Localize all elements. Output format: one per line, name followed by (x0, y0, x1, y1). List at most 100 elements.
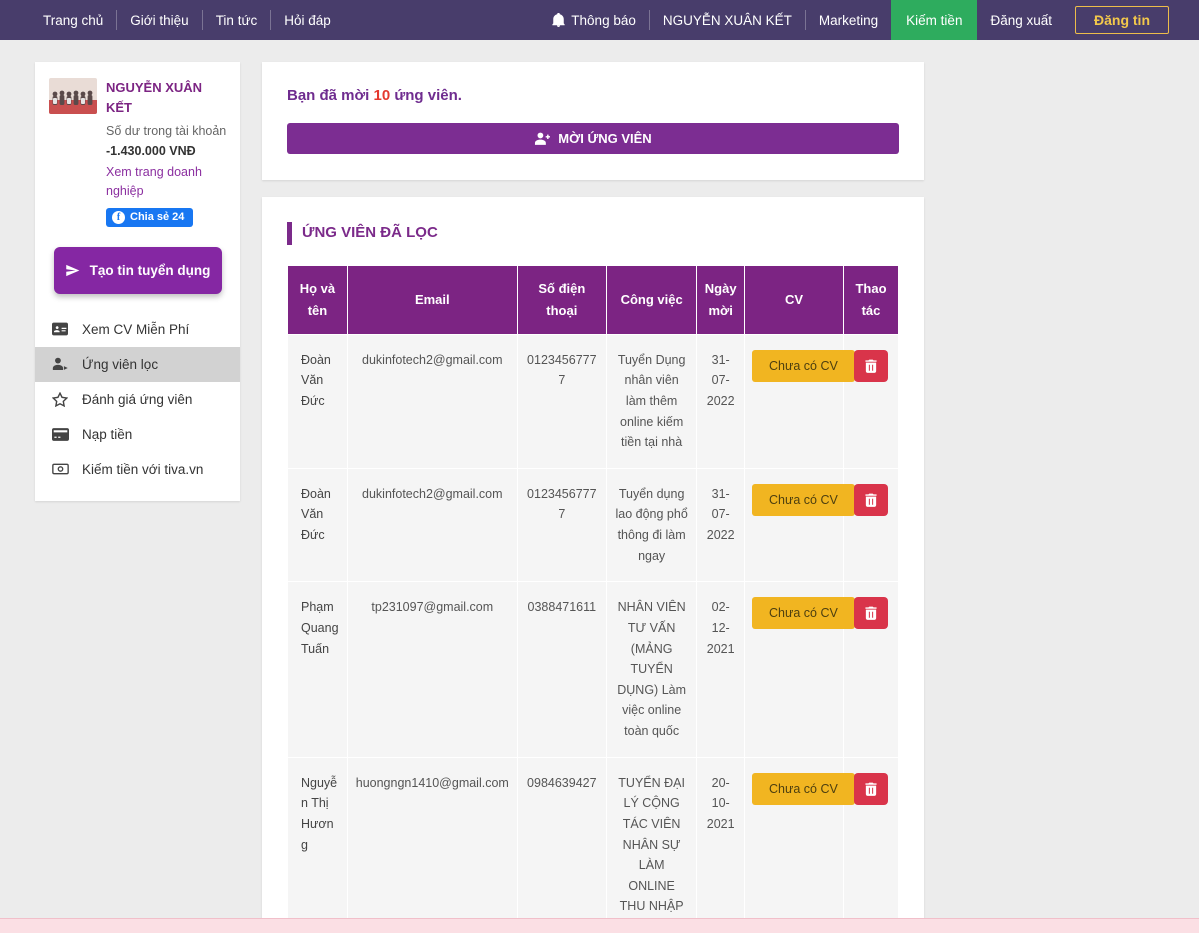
invite-date: 02-12-2021 (696, 581, 745, 758)
nav-item-about[interactable]: Giới thiệu (130, 12, 189, 28)
credit-card-icon: $ (51, 427, 69, 441)
user-filter-icon (51, 357, 69, 371)
candidate-job: Tuyển Dụng nhân viên làm thêm online kiế… (605, 333, 698, 469)
nav-divider (270, 10, 272, 30)
post-job-button[interactable]: Đăng tin (1075, 6, 1169, 34)
candidate-table-body: Đoàn Văn Đức dukinfotech2@gmail.com 0123… (287, 333, 900, 933)
create-job-post-label: Tạo tin tuyển dụng (89, 262, 211, 278)
sidebar-item-view-cv-free[interactable]: Xem CV Miễn Phí (35, 312, 240, 347)
facebook-share-button[interactable]: f Chia sẻ 24 (106, 207, 194, 227)
user-info: NGUYỄN XUÂN KẾT Số dư trong tài khoản -1… (106, 78, 228, 227)
candidate-phone: 0984639427 (516, 756, 607, 933)
facebook-share-label: Chia sẻ 24 (130, 211, 185, 224)
nav-item-logout[interactable]: Đăng xuất (990, 12, 1052, 28)
nav-divider (116, 10, 118, 30)
user-box: NGUYỄN XUÂN KẾT Số dư trong tài khoản -1… (35, 62, 240, 227)
delete-candidate-button[interactable] (853, 597, 888, 630)
header-name: Họ và tên (287, 264, 348, 335)
nav-item-faq[interactable]: Hỏi đáp (284, 12, 331, 28)
sidebar-menu: Xem CV Miễn Phí Ứng viên lọc Đánh giá ứn… (35, 312, 240, 487)
facebook-icon: f (112, 210, 125, 224)
create-job-post-button[interactable]: Tạo tin tuyển dụng (53, 246, 222, 294)
candidate-job: NHÂN VIÊN TƯ VẤN (MẢNG TUYỂN DỤNG) Làm v… (605, 581, 698, 758)
candidate-email: dukinfotech2@gmail.com (346, 467, 518, 583)
top-navbar: Trang chủ Giới thiệu Tin tức Hỏi đáp Thô… (0, 0, 1199, 40)
sidebar-item-filtered-candidates[interactable]: Ứng viên lọc (35, 346, 240, 382)
company-avatar (49, 78, 97, 114)
candidate-row: Đoàn Văn Đức dukinfotech2@gmail.com 0123… (287, 467, 900, 583)
delete-candidate-button[interactable] (853, 483, 888, 516)
nav-divider (804, 10, 806, 30)
candidate-email: tp231097@gmail.com (346, 581, 518, 758)
candidate-email: huongngn1410@gmail.com (346, 756, 518, 933)
section-title: ỨNG VIÊN ĐÃ LỌC (287, 222, 899, 245)
header-email: Email (346, 264, 518, 335)
sidebar-item-earn-with-tiva[interactable]: Kiếm tiền với tiva.vn (35, 452, 240, 487)
header-actions: Thao tác (842, 264, 900, 335)
invite-summary-text: Bạn đã mời 10 ứng viên. (287, 87, 899, 104)
footer-banner (0, 918, 1199, 933)
nav-item-marketing[interactable]: Marketing (818, 12, 879, 28)
candidate-name: Đoàn Văn Đức (287, 467, 348, 583)
sidebar-item-deposit[interactable]: $ Nạp tiền (35, 417, 240, 452)
delete-candidate-button[interactable] (853, 772, 888, 805)
invite-candidate-button[interactable]: MỜI ỨNG VIÊN (287, 123, 899, 154)
bell-icon (552, 13, 565, 27)
money-bill-icon (51, 463, 69, 475)
notifications-label: Thông báo (571, 12, 636, 28)
user-name: NGUYỄN XUÂN KẾT (106, 80, 203, 116)
sidebar: NGUYỄN XUÂN KẾT Số dư trong tài khoản -1… (35, 62, 240, 501)
trash-icon (865, 493, 877, 507)
notifications-link[interactable]: Thông báo (539, 0, 649, 40)
candidate-name: Phạm Quang Tuấn (287, 581, 348, 758)
invite-candidate-label: MỜI ỨNG VIÊN (558, 131, 652, 146)
nav-right: Thông báo NGUYỄN XUÂN KẾT Marketing Kiếm… (539, 0, 1169, 40)
candidate-name: Đoàn Văn Đức (287, 333, 348, 469)
trash-icon (865, 606, 877, 621)
candidate-row: Đoàn Văn Đức dukinfotech2@gmail.com 0123… (287, 333, 900, 469)
no-cv-button[interactable]: Chưa có CV (752, 349, 855, 382)
sidebar-item-label: Đánh giá ứng viên (82, 391, 193, 407)
invite-text-suffix: ứng viên. (394, 87, 462, 104)
nav-divider (648, 10, 650, 30)
trash-icon (865, 782, 877, 796)
candidate-name: Nguyễn Thị Hương (287, 756, 348, 933)
sidebar-item-label: Kiếm tiền với tiva.vn (82, 461, 204, 477)
table-header-row: Họ và tên Email Số điện thoại Công việc … (287, 264, 900, 335)
invite-date: 20-10-2021 (696, 756, 745, 933)
delete-candidate-button[interactable] (853, 349, 888, 382)
header-invite-date: Ngày mời (696, 264, 745, 335)
id-card-icon (51, 322, 69, 336)
candidate-table: Họ và tên Email Số điện thoại Công việc … (287, 264, 900, 933)
svg-text:$: $ (62, 434, 66, 441)
invite-date: 31-07-2022 (696, 467, 745, 583)
invite-card: Bạn đã mời 10 ứng viên. MỜI ỨNG VIÊN (262, 62, 924, 180)
nav-username[interactable]: NGUYỄN XUÂN KẾT (662, 12, 792, 28)
no-cv-button[interactable]: Chưa có CV (752, 597, 855, 630)
header-cv: CV (744, 264, 844, 335)
nav-item-home[interactable]: Trang chủ (43, 12, 104, 28)
sidebar-item-label: Ứng viên lọc (82, 356, 159, 372)
header-job: Công việc (605, 264, 698, 335)
invite-date: 31-07-2022 (696, 333, 745, 469)
sidebar-item-label: Nạp tiền (82, 426, 133, 442)
balance-value: -1.430.000 VNĐ (106, 143, 196, 158)
star-icon (51, 391, 69, 407)
candidate-phone: 01234567777 (516, 333, 607, 469)
trash-icon (865, 359, 877, 373)
nav-item-earn-money[interactable]: Kiếm tiền (891, 0, 978, 40)
nav-item-news[interactable]: Tin tức (215, 12, 258, 28)
company-page-link[interactable]: Xem trang doanh nghiệp (106, 165, 202, 199)
no-cv-button[interactable]: Chưa có CV (752, 772, 855, 805)
candidate-phone: 0388471611 (516, 581, 607, 758)
candidate-phone: 01234567777 (516, 467, 607, 583)
page-body: NGUYỄN XUÂN KẾT Số dư trong tài khoản -1… (0, 40, 1199, 933)
candidate-row: Phạm Quang Tuấn tp231097@gmail.com 03884… (287, 581, 900, 758)
nav-left: Trang chủ Giới thiệu Tin tức Hỏi đáp (30, 0, 344, 40)
balance-label: Số dư trong tài khoản (106, 124, 227, 139)
sidebar-item-rate-candidates[interactable]: Đánh giá ứng viên (35, 382, 240, 417)
no-cv-button[interactable]: Chưa có CV (752, 483, 855, 516)
paper-plane-icon (65, 263, 80, 278)
candidate-job: TUYỂN ĐẠI LÝ CỘNG TÁC VIÊN NHÂN SỰ LÀM O… (605, 756, 698, 933)
header-phone: Số điện thoại (516, 264, 607, 335)
